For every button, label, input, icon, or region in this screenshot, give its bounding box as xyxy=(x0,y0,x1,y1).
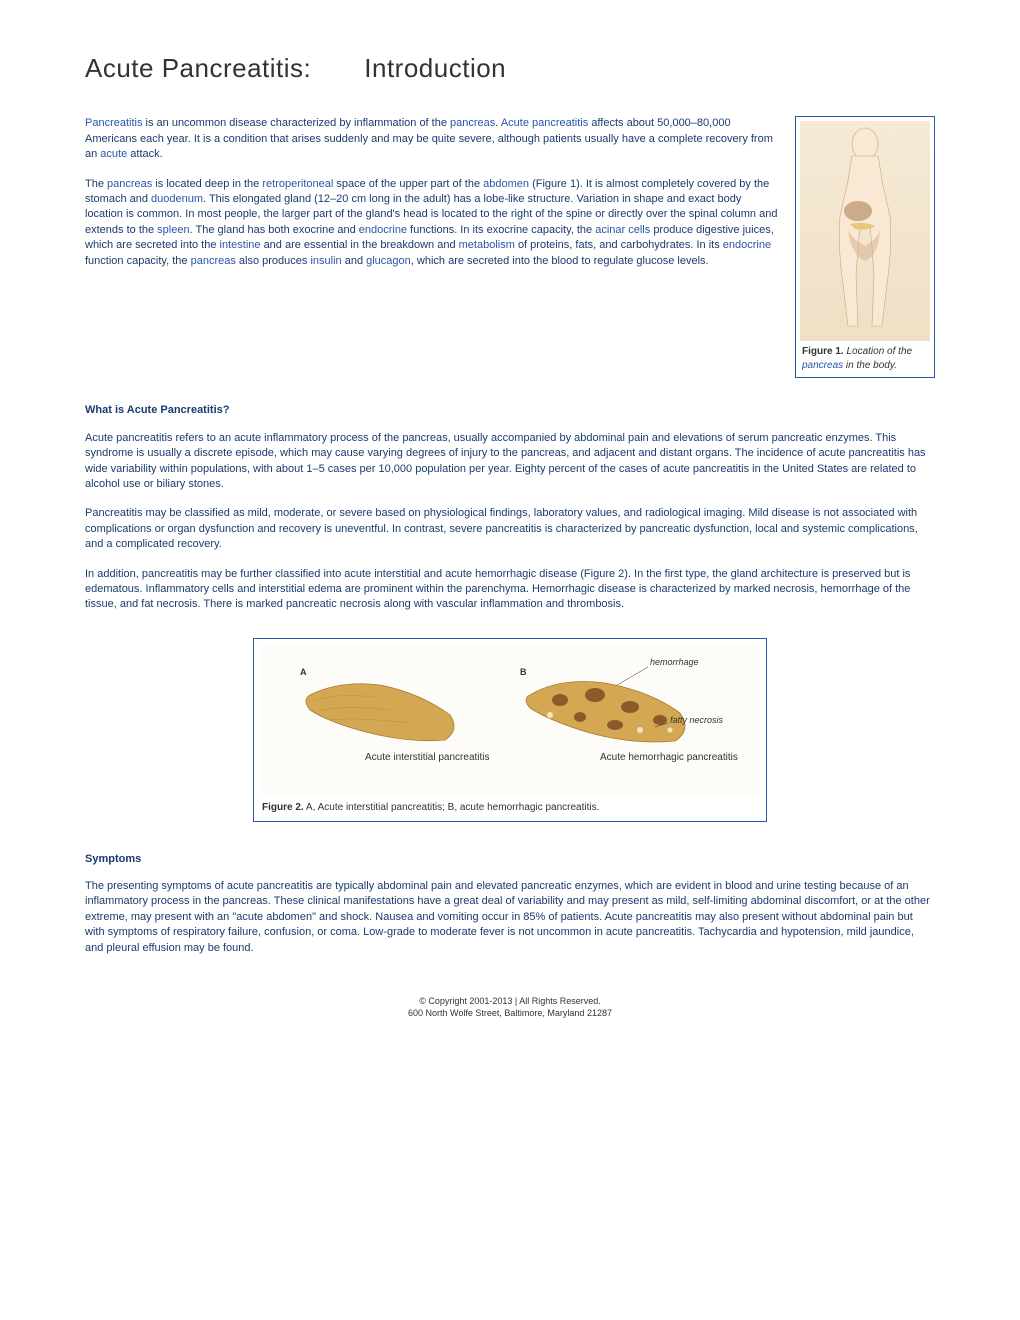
pancreatitis-comparison-icon: A Acute interstitial pancreatitis B hemo… xyxy=(260,645,760,795)
inline-term-link[interactable]: endocrine xyxy=(723,239,771,251)
svg-text:B: B xyxy=(520,667,527,677)
inline-term-link[interactable]: endocrine xyxy=(359,224,410,236)
footer-address: 600 North Wolfe Street, Baltimore, Maryl… xyxy=(85,1008,935,1020)
section1-p2: Pancreatitis may be classified as mild, … xyxy=(85,506,935,552)
section2-p1: The presenting symptoms of acute pancrea… xyxy=(85,879,935,956)
figure-2-image: A Acute interstitial pancreatitis B hemo… xyxy=(260,645,760,795)
svg-text:Acute hemorrhagic pancreatitis: Acute hemorrhagic pancreatitis xyxy=(600,752,738,763)
inline-term-link[interactable]: retroperitoneal xyxy=(262,178,336,190)
inline-term-link[interactable]: abdomen xyxy=(483,178,532,190)
inline-term-link[interactable]: Acute pancreatitis xyxy=(501,117,592,129)
body-diagram-icon xyxy=(820,126,910,336)
inline-term-link[interactable]: spleen xyxy=(157,224,189,236)
inline-term-link[interactable]: intestine xyxy=(220,239,264,251)
section1-p1: Acute pancreatitis refers to an acute in… xyxy=(85,431,935,493)
figure-2-caption: Figure 2. A, Acute interstitial pancreat… xyxy=(260,795,760,815)
figure-1-caption-link[interactable]: pancreas xyxy=(802,360,843,371)
inline-term-link[interactable]: Pancreatitis xyxy=(85,117,146,129)
figure-2-container: A Acute interstitial pancreatitis B hemo… xyxy=(85,638,935,822)
section-heading-symptoms: Symptoms xyxy=(85,852,935,867)
intro-text-column: Pancreatitis is an uncommon disease char… xyxy=(85,116,780,378)
intro-paragraph-1: Pancreatitis is an uncommon disease char… xyxy=(85,116,780,162)
page-footer: © Copyright 2001-2013 | All Rights Reser… xyxy=(85,996,935,1019)
intro-row: Pancreatitis is an uncommon disease char… xyxy=(85,116,935,378)
inline-term-link[interactable]: pancreas xyxy=(450,117,495,129)
figure-1-label: Figure 1. xyxy=(802,346,844,357)
inline-term-link[interactable]: acute xyxy=(100,148,130,160)
inline-term-link[interactable]: metabolism xyxy=(459,239,518,251)
figure-1-caption: Figure 1. Location of the pancreas in th… xyxy=(800,341,930,373)
inline-term-link[interactable]: pancreas xyxy=(191,255,239,267)
inline-term-link[interactable]: acinar cells xyxy=(595,224,653,236)
inline-term-link[interactable]: glucagon xyxy=(366,255,411,267)
svg-text:A: A xyxy=(300,667,307,677)
svg-text:fatty necrosis: fatty necrosis xyxy=(670,715,724,725)
section-heading-what-is: What is Acute Pancreatitis? xyxy=(85,403,935,418)
inline-term-link[interactable]: insulin xyxy=(310,255,344,267)
intro-paragraph-2: The pancreas is located deep in the retr… xyxy=(85,177,780,269)
svg-text:hemorrhage: hemorrhage xyxy=(650,657,699,667)
figure-1-box: Figure 1. Location of the pancreas in th… xyxy=(795,116,935,378)
section1-p3: In addition, pancreatitis may be further… xyxy=(85,567,935,613)
figure-2-box: A Acute interstitial pancreatitis B hemo… xyxy=(253,638,767,822)
footer-copyright: © Copyright 2001-2013 | All Rights Reser… xyxy=(85,996,935,1008)
inline-term-link[interactable]: duodenum xyxy=(151,193,203,205)
page-title: Acute Pancreatitis: Introduction xyxy=(85,50,935,86)
inline-term-link[interactable]: pancreas xyxy=(107,178,155,190)
svg-text:Acute interstitial pancreatiti: Acute interstitial pancreatitis xyxy=(365,752,490,763)
figure-1-image xyxy=(800,121,930,341)
